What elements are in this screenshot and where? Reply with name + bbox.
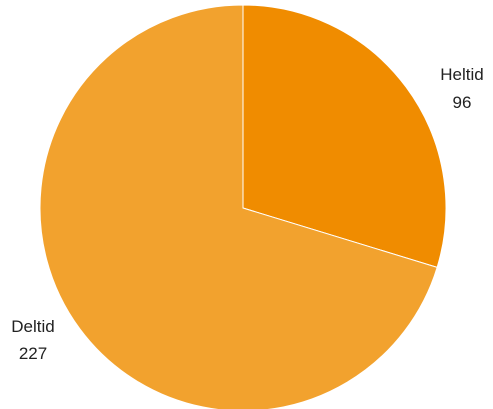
- pie-slices: [39, 4, 447, 409]
- pie-slice-heltid: [242, 4, 447, 268]
- slice-label-heltid-value: 96: [453, 93, 472, 112]
- slice-label-heltid-name: Heltid: [440, 65, 483, 84]
- pie-slice-deltid: [39, 4, 438, 409]
- slice-label-deltid-value: 227: [19, 344, 47, 363]
- pie-labels: Heltid 96 Deltid 227: [11, 65, 483, 363]
- slice-label-deltid-name: Deltid: [11, 317, 54, 336]
